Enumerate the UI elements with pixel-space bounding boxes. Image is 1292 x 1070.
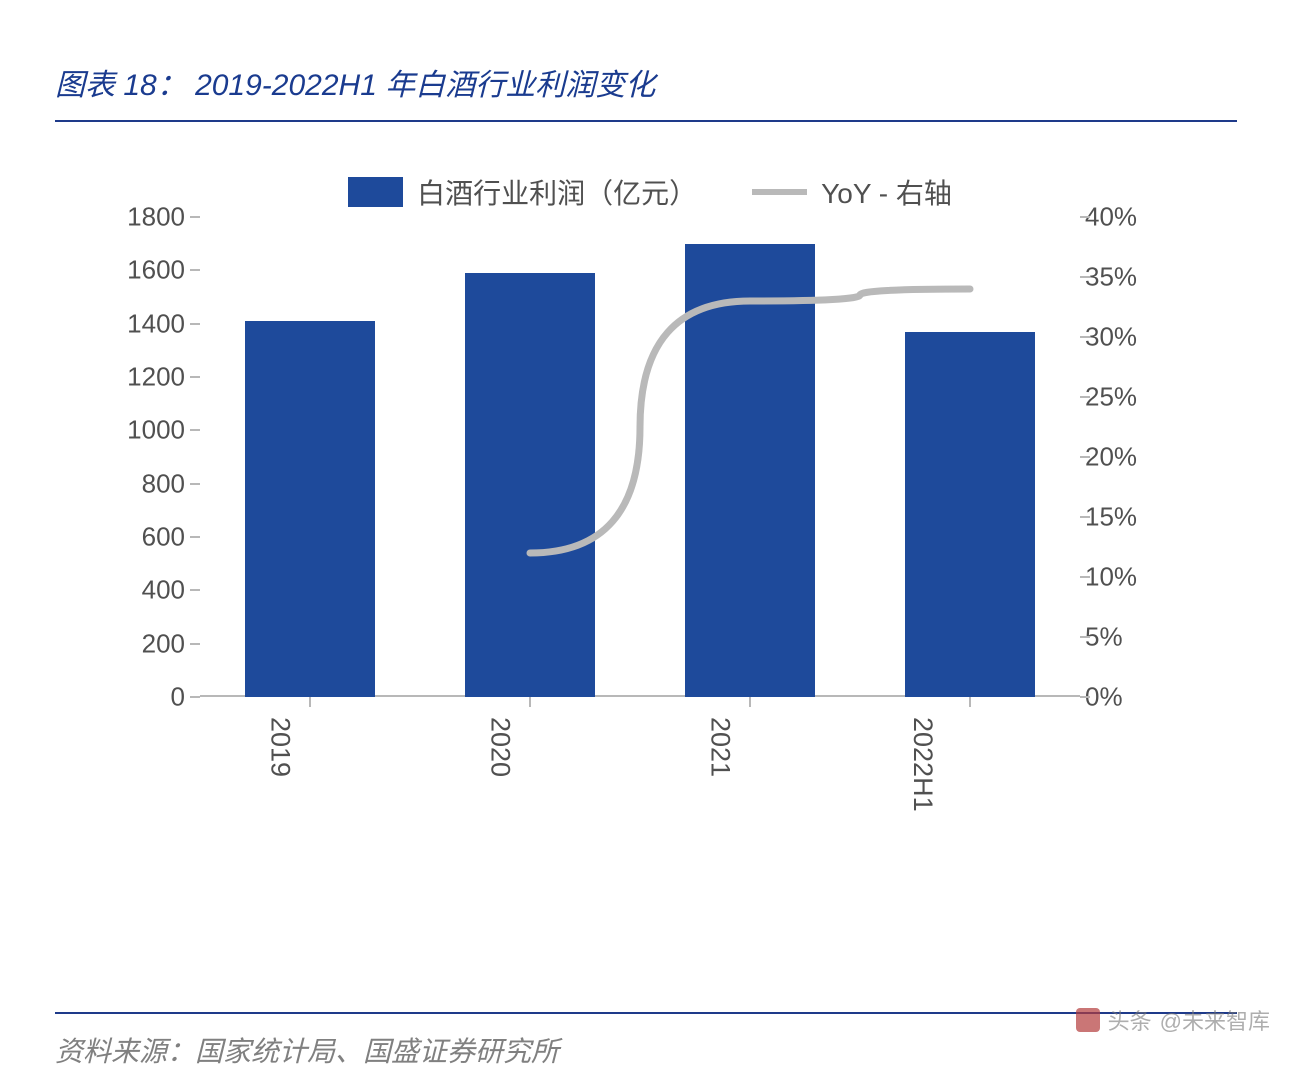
tick-mark-left (190, 269, 200, 271)
tick-mark-left (190, 429, 200, 431)
y-axis-left: 020040060080010001200140016001800 (105, 217, 185, 697)
y-left-tick: 400 (105, 575, 185, 606)
chart-wrapper: 白酒行业利润（亿元） YoY - 右轴 0 200 400 600 800 1000 120… (105, 167, 1155, 817)
tick-mark-right (1080, 216, 1090, 218)
tick-mark-right (1080, 636, 1090, 638)
chart-legend: 白酒行业利润（亿元） YoY - 右轴 (145, 167, 1155, 217)
chart-title-row: 图表 18： 2019-2022H1 年白酒行业利润变化 (55, 60, 1237, 120)
legend-label-line: YoY - 右轴 (821, 172, 952, 212)
tick-mark-right (1080, 396, 1090, 398)
x-label: 2021 (704, 717, 735, 777)
chart-title-text: 2019-2022H1 年白酒行业利润变化 (195, 69, 655, 102)
y-left-tick: 800 (105, 468, 185, 499)
y-left-tick: 600 (105, 522, 185, 553)
plot-area: 020040060080010001200140016001800 0%5%10… (105, 217, 1155, 697)
axes (200, 217, 1080, 697)
y-right-tick: 25% (1085, 382, 1165, 413)
y-left-tick: 1800 (105, 202, 185, 233)
y-left-tick: 0 (105, 682, 185, 713)
y-right-tick: 30% (1085, 322, 1165, 353)
line-layer (200, 217, 1080, 697)
legend-swatch-bar (348, 177, 403, 207)
y-right-tick: 15% (1085, 502, 1165, 533)
tick-mark-right (1080, 516, 1090, 518)
tick-mark-left (190, 323, 200, 325)
y-right-tick: 10% (1085, 562, 1165, 593)
footer-row: 资料来源：国家统计局、国盛证券研究所 (55, 1012, 1237, 1070)
tick-mark-left (190, 536, 200, 538)
tick-mark-left (190, 483, 200, 485)
title-divider (55, 120, 1237, 122)
tick-mark-right (1080, 696, 1090, 698)
watermark-icon (1076, 1008, 1100, 1032)
chart-label-prefix: 图表 18： (55, 69, 187, 102)
y-right-tick: 35% (1085, 262, 1165, 293)
y-left-tick: 1200 (105, 362, 185, 393)
y-axis-right: 0%5%10%15%20%25%30%35%40% (1085, 217, 1165, 697)
y-left-tick: 1400 (105, 308, 185, 339)
y-right-tick: 5% (1085, 622, 1165, 653)
watermark: 头条 @未来智库 (1076, 1004, 1270, 1036)
watermark-text: @未来智库 (1160, 1004, 1270, 1036)
tick-mark-left (190, 589, 200, 591)
y-left-tick: 1000 (105, 415, 185, 446)
tick-mark-right (1080, 276, 1090, 278)
tick-mark-left (190, 216, 200, 218)
y-right-tick: 40% (1085, 202, 1165, 233)
y-left-tick: 200 (105, 628, 185, 659)
y-right-tick: 0% (1085, 682, 1165, 713)
tick-mark-left (190, 696, 200, 698)
tick-mark-left (190, 643, 200, 645)
legend-item-bar: 白酒行业利润（亿元） (348, 172, 697, 212)
yoy-line (530, 289, 970, 553)
x-label: 2022H1 (907, 717, 938, 812)
y-left-tick: 1600 (105, 255, 185, 286)
tick-mark-right (1080, 336, 1090, 338)
tick-mark-left (190, 376, 200, 378)
tick-mark-right (1080, 456, 1090, 458)
x-label: 2019 (264, 717, 295, 777)
x-label: 2020 (484, 717, 515, 777)
legend-item-line: YoY - 右轴 (752, 172, 952, 212)
legend-label-bar: 白酒行业利润（亿元） (417, 172, 697, 212)
x-labels: 2019 2020 2021 2022H1 (200, 697, 1080, 847)
y-right-tick: 20% (1085, 442, 1165, 473)
tick-mark-right (1080, 576, 1090, 578)
watermark-prefix: 头条 (1108, 1004, 1152, 1036)
footer-text: 资料来源：国家统计局、国盛证券研究所 (55, 1036, 559, 1067)
legend-swatch-line (752, 189, 807, 195)
